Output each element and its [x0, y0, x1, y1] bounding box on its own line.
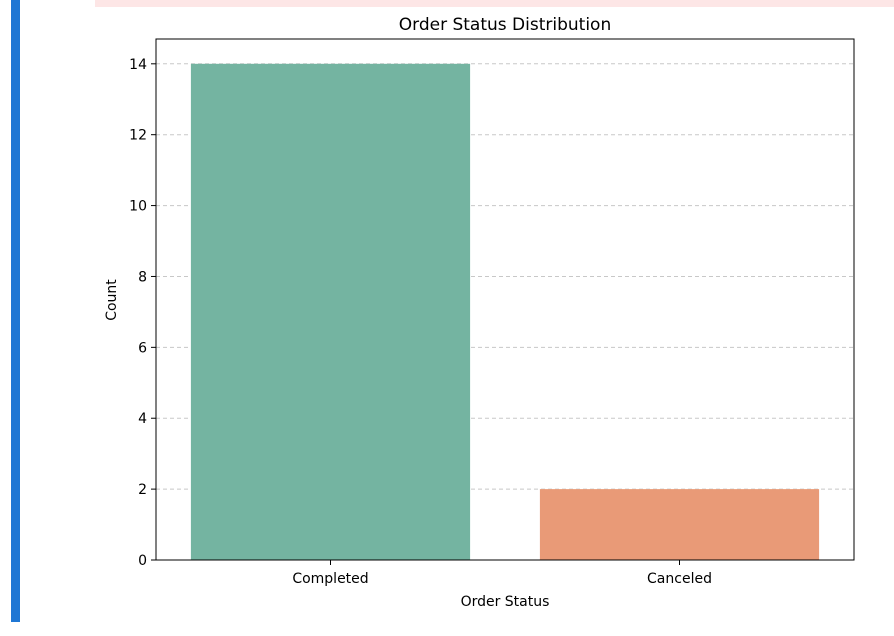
bar-completed [190, 63, 471, 561]
y-axis-label: Count [104, 279, 120, 321]
x-axis-ticks: Completed Canceled [292, 560, 712, 587]
stderr-output-strip [95, 0, 894, 7]
x-tick-label: Completed [292, 571, 368, 587]
bars [190, 63, 820, 561]
x-tick-label: Canceled [647, 571, 712, 587]
plot-frame [155, 38, 855, 561]
y-tick-label: 12 [129, 128, 147, 144]
chart-title: Order Status Distribution [399, 15, 611, 35]
cell-indicator-bar[interactable] [11, 0, 20, 622]
y-tick-label: 4 [138, 411, 147, 427]
y-tick-label: 14 [129, 57, 147, 73]
y-tick-label: 8 [138, 269, 147, 285]
x-axis-label: Order Status [461, 594, 550, 610]
y-axis-ticks: 0 2 4 6 8 10 12 14 [129, 57, 156, 569]
y-tick-label: 6 [138, 340, 147, 356]
y-tick-label: 2 [138, 482, 147, 498]
y-tick-label: 0 [138, 553, 147, 569]
y-tick-label: 10 [129, 199, 147, 215]
bar-canceled [539, 489, 820, 560]
